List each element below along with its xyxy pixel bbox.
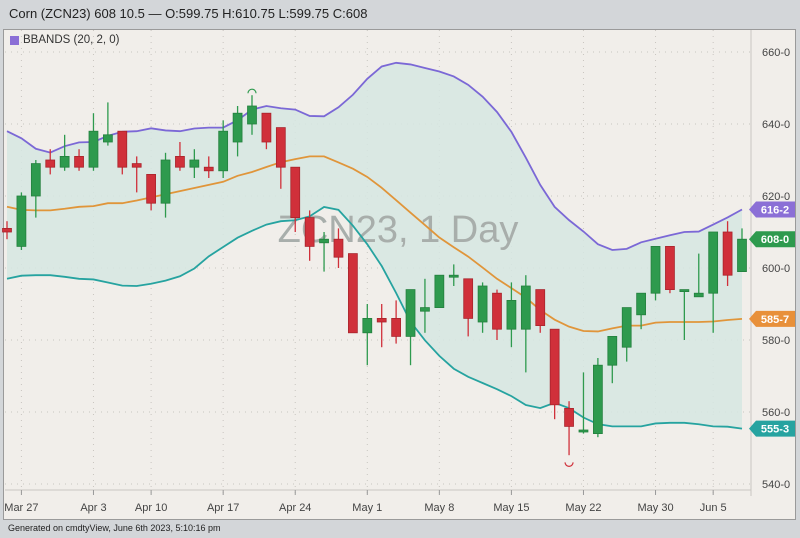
candle[interactable]	[665, 245, 675, 294]
x-tick-label: May 8	[424, 502, 454, 514]
y-tick-label: 580-0	[762, 335, 790, 347]
title-bar: Corn (ZCN23) 608 10.5 — O:599.75 H:610.7…	[0, 0, 800, 28]
x-tick-label: May 30	[637, 502, 673, 514]
candle[interactable]	[304, 210, 315, 261]
svg-text:585-7: 585-7	[761, 314, 789, 326]
x-tick-label: May 22	[565, 502, 601, 514]
candle[interactable]	[477, 282, 488, 333]
candle[interactable]	[203, 156, 214, 178]
candle[interactable]	[621, 307, 632, 362]
price-tag: 616-2	[749, 201, 795, 218]
candle[interactable]	[448, 264, 459, 286]
candle[interactable]	[362, 304, 373, 366]
candle[interactable]	[30, 160, 41, 218]
x-tick-label: Jun 5	[700, 502, 727, 514]
candle[interactable]	[261, 112, 272, 150]
price-tag: 608-0	[749, 231, 795, 248]
chart-title: Corn (ZCN23) 608 10.5 — O:599.75 H:610.7…	[9, 6, 368, 21]
x-tick-label: Apr 24	[279, 502, 311, 514]
candle[interactable]	[16, 192, 27, 250]
candle[interactable]	[463, 278, 474, 337]
candle[interactable]	[420, 278, 430, 333]
bbands-swatch-icon	[10, 35, 19, 45]
candle[interactable]	[520, 275, 531, 373]
x-tick-label: May 1	[352, 502, 382, 514]
candle[interactable]	[535, 289, 546, 333]
candle[interactable]	[175, 142, 185, 171]
y-tick-label: 660-0	[762, 47, 790, 59]
candle[interactable]	[607, 335, 618, 384]
price-axis[interactable]	[751, 30, 795, 496]
chart-watermark: ZCN23, 1 Day	[278, 209, 519, 251]
y-tick-label: 620-0	[762, 191, 790, 203]
candle[interactable]	[88, 113, 99, 171]
candle[interactable]	[564, 401, 574, 456]
candle[interactable]	[2, 221, 12, 240]
x-tick-label: May 15	[493, 502, 529, 514]
upper-band-line[interactable]	[6, 61, 743, 251]
y-tick-label: 640-0	[762, 119, 790, 131]
candle[interactable]	[45, 149, 56, 175]
candle[interactable]	[434, 274, 445, 309]
candle[interactable]	[146, 173, 156, 211]
candle[interactable]	[593, 358, 603, 438]
candle[interactable]	[74, 149, 84, 171]
candle[interactable]	[348, 253, 358, 334]
period-high-marker-icon	[247, 88, 257, 94]
svg-text:555-3: 555-3	[761, 424, 789, 436]
candle[interactable]	[405, 289, 416, 366]
candle[interactable]	[59, 134, 70, 171]
candle[interactable]	[722, 221, 733, 286]
candle[interactable]	[160, 152, 171, 218]
y-tick-label: 600-0	[762, 263, 790, 275]
svg-text:616-2: 616-2	[761, 205, 789, 217]
y-tick-label: 560-0	[762, 407, 790, 419]
candle[interactable]	[737, 228, 747, 272]
candle[interactable]	[117, 130, 128, 175]
candle[interactable]	[275, 127, 286, 189]
candle[interactable]	[218, 120, 229, 178]
candle[interactable]	[103, 102, 113, 146]
candle[interactable]	[708, 231, 719, 333]
candle[interactable]	[319, 232, 329, 272]
candle[interactable]	[376, 304, 387, 348]
price-tag: 555-3	[749, 420, 795, 437]
lower-band-line[interactable]	[6, 206, 743, 430]
candle[interactable]	[506, 282, 517, 348]
indicator-legend[interactable]: BBANDS (20, 2, 0)	[10, 34, 120, 46]
candle[interactable]	[290, 166, 301, 232]
x-tick-label: Apr 10	[135, 502, 167, 514]
price-tag: 585-7	[749, 310, 795, 327]
candle[interactable]	[333, 228, 344, 268]
legend-label: BBANDS (20, 2, 0)	[23, 34, 120, 46]
candle[interactable]	[391, 300, 401, 344]
x-tick-label: Mar 27	[4, 502, 38, 514]
candle[interactable]	[549, 328, 560, 420]
candle[interactable]	[578, 372, 589, 434]
candle[interactable]	[232, 106, 243, 157]
candle[interactable]	[247, 95, 257, 135]
candle[interactable]	[189, 149, 200, 178]
period-low-marker-icon	[564, 462, 574, 467]
candle[interactable]	[679, 289, 690, 340]
candle[interactable]	[492, 289, 502, 340]
candle[interactable]	[650, 245, 661, 301]
footer-generated-text: Generated on cmdtyView, June 6th 2023, 5…	[8, 523, 221, 533]
candle[interactable]	[131, 156, 142, 193]
svg-text:608-0: 608-0	[761, 234, 789, 246]
middle-band-line[interactable]	[6, 155, 743, 333]
candle[interactable]	[693, 253, 704, 298]
y-tick-label: 540-0	[762, 479, 790, 491]
candle[interactable]	[636, 292, 646, 330]
x-tick-label: Apr 3	[80, 502, 106, 514]
x-tick-label: Apr 17	[207, 502, 239, 514]
